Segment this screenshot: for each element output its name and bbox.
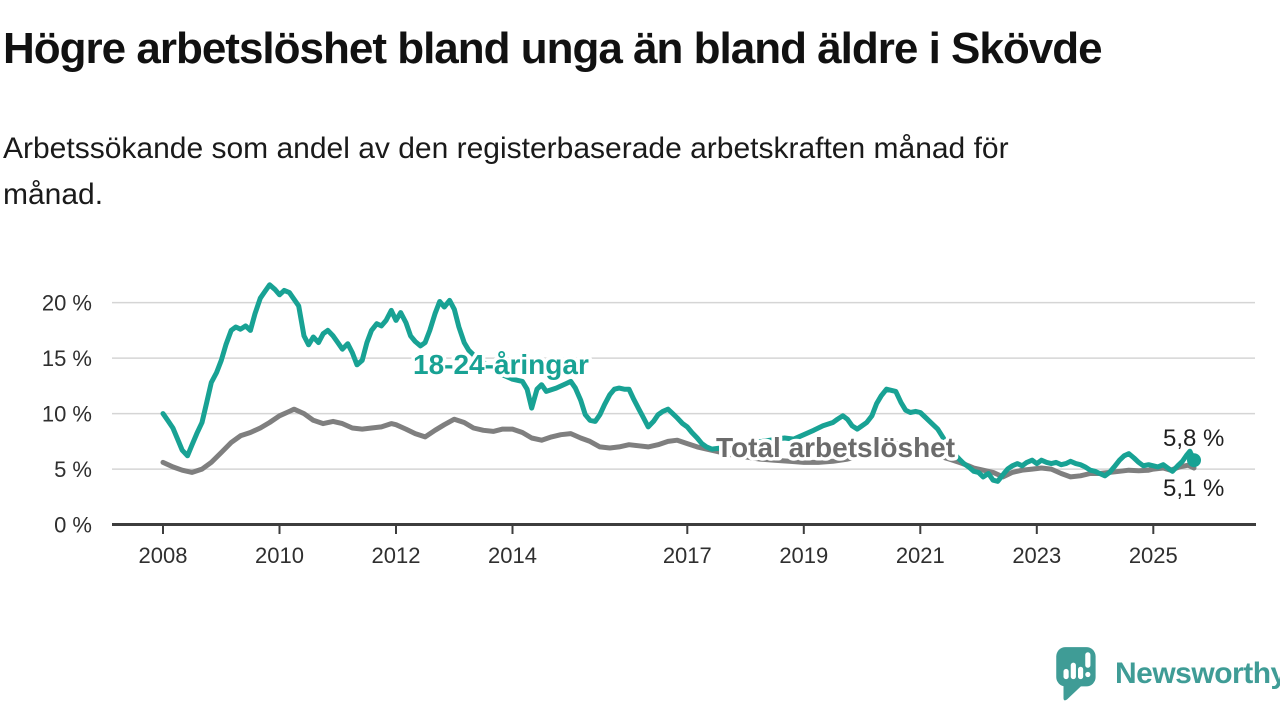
newsworthy-logo-icon — [1056, 647, 1096, 701]
x-tick-label: 2012 — [372, 543, 421, 568]
gridlines-and-y-labels: 0 % 5 % 10 % 15 % 20 % — [42, 291, 1255, 538]
x-tick-label: 2025 — [1129, 543, 1178, 568]
series-line-Total arbetslöshet — [160, 406, 1197, 480]
series-end-dot — [1187, 453, 1201, 468]
x-tick-label: 2021 — [896, 543, 945, 568]
end-value-label-18-24: 5,8 % — [1163, 425, 1224, 452]
subtitle-line-1: Arbetssökande som andel av den registerb… — [3, 132, 1009, 165]
newsworthy-wordmark: Newsworthy — [1115, 657, 1280, 690]
x-tick-label: 2008 — [139, 543, 188, 568]
series-label-total: Total arbetslöshet — [716, 432, 955, 463]
x-tick-label: 2023 — [1012, 543, 1061, 568]
series-label-18-24: 18-24-åringar — [413, 349, 589, 380]
x-tick-label: 2017 — [663, 543, 712, 568]
y-tick-label: 5 % — [54, 457, 92, 482]
newsworthy-logo: Newsworthy — [1054, 645, 1280, 703]
chart-subtitle: Arbetssökande som andel av den registerb… — [3, 126, 1243, 218]
x-tick-label: 2014 — [488, 543, 537, 568]
y-tick-label: 20 % — [42, 291, 92, 316]
y-tick-label: 15 % — [42, 346, 92, 371]
y-tick-label: 10 % — [42, 402, 92, 427]
x-tick-label: 2010 — [255, 543, 304, 568]
y-tick-label: 0 % — [54, 513, 92, 538]
subtitle-line-2: månad. — [3, 178, 104, 211]
x-tick-label: 2019 — [779, 543, 828, 568]
series-lines — [160, 282, 1201, 484]
x-axis: 2008 2010 2012 2014 2017 2019 2021 2023 2025 — [112, 523, 1256, 568]
page-title: Högre arbetslöshet bland unga än bland ä… — [3, 24, 1103, 73]
end-value-label-total: 5,1 % — [1163, 475, 1224, 502]
series-line-18-24-åringar — [160, 282, 1197, 484]
